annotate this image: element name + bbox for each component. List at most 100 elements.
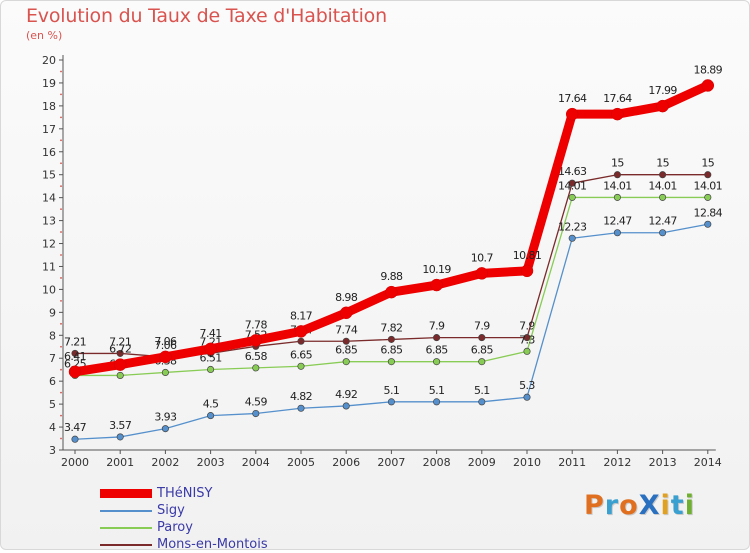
data-point-sigy [613,229,621,237]
data-point-th-nisy [565,107,579,121]
y-tick-label: 12 [42,238,56,251]
data-label-sigy: 4.59 [245,396,268,409]
data-point-mons-en-montois [433,334,441,342]
data-point-mons-en-montois [342,337,350,345]
data-point-paroy [387,358,395,366]
data-point-th-nisy [430,278,443,292]
data-point-mons-en-montois [71,349,79,357]
data-label-sigy: 3.57 [109,419,132,432]
data-label-th-nisy: 10.81 [513,249,542,262]
y-tick-label: 6 [49,375,56,388]
data-label-mons-en-montois: 7.74 [335,323,358,336]
data-label-mons-en-montois: 15 [656,157,669,170]
data-label-paroy: 6.51 [200,351,222,364]
y-tick-label: 8 [49,329,56,342]
data-label-paroy: 6.85 [471,344,494,357]
data-label-sigy: 4.82 [290,390,312,403]
y-tick-label: 5 [49,398,56,411]
data-label-mons-en-montois: 7.9 [474,320,490,333]
y-tick-label: 13 [42,215,56,228]
data-label-th-nisy: 17.64 [603,92,632,105]
data-label-th-nisy: 9.88 [380,270,403,283]
data-point-paroy [704,193,712,201]
data-label-sigy: 5.3 [519,379,535,392]
x-tick-label: 2011 [558,456,586,469]
y-tick-label: 11 [42,260,56,273]
legend-label-paroy: Paroy [157,520,193,535]
data-label-paroy: 14.01 [603,179,632,192]
legend-swatch-paroy [100,526,152,529]
data-point-sigy [207,412,215,420]
data-point-th-nisy [68,365,82,379]
data-point-th-nisy [249,334,263,347]
legend-label-sigy: Sigy [157,503,185,518]
x-tick-label: 2009 [468,456,496,469]
data-point-paroy [252,364,260,372]
y-tick-label: 14 [42,192,56,205]
data-point-paroy [297,362,305,370]
proxiti-logo: ProXiti [584,490,695,521]
legend-item-mons-en-montois: Mons-en-Montois [100,536,268,553]
data-point-th-nisy [294,325,308,338]
data-point-sigy [704,220,712,228]
x-tick-label: 2013 [649,456,677,469]
legend-label-th-nisy: THéNISY [157,486,213,501]
y-tick-label: 9 [49,306,56,319]
data-point-mons-en-montois [568,179,576,187]
y-minor-dot [60,116,62,119]
chart-title: Evolution du Taux de Taxe d'Habitation [26,5,387,27]
data-point-th-nisy [204,342,217,356]
y-minor-dot [60,185,62,188]
data-label-paroy: 14.01 [558,179,587,192]
legend-label-mons-en-montois: Mons-en-Montois [157,537,268,552]
data-point-th-nisy [701,79,715,92]
data-label-mons-en-montois: 15 [701,157,714,170]
data-point-sigy [342,402,350,410]
data-label-th-nisy: 8.17 [290,309,313,322]
data-label-sigy: 4.5 [203,398,219,411]
x-tick-label: 2002 [151,456,179,469]
y-tick-label: 16 [42,146,56,159]
data-point-sigy [433,398,441,406]
line-chart: 3 4 5 6 7 8 9 10 11 12 13 14 15 16 17 18 19 20 2000 2001 200… [42,54,723,469]
y-minor-dot [60,345,62,348]
x-tick-label: 2007 [377,456,405,469]
data-point-sigy [116,433,124,441]
data-point-th-nisy [159,350,172,364]
y-minor-dot [60,139,62,142]
data-label-th-nisy: 6.72 [109,343,131,356]
data-point-mons-en-montois [523,334,531,342]
y-minor-dot [60,254,62,256]
data-label-mons-en-montois: 15 [611,157,624,170]
data-label-sigy: 3.93 [154,411,177,424]
x-tick-label: 2003 [197,456,225,469]
y-minor-dot [60,93,62,96]
data-point-paroy [433,358,441,366]
data-point-th-nisy [113,358,127,371]
y-minor-dot [60,231,62,233]
data-label-mons-en-montois: 7.82 [380,321,402,334]
data-point-sigy [297,404,305,412]
data-label-mons-en-montois: 7.21 [109,335,131,348]
legend-item-paroy: Paroy [100,519,268,536]
data-label-th-nisy: 17.99 [648,84,677,97]
y-minor-dot [60,368,62,371]
data-label-sigy: 5.1 [474,384,490,397]
data-label-th-nisy: 17.64 [558,92,587,105]
y-minor-dot [60,391,62,394]
data-label-th-nisy: 18.89 [694,63,723,76]
data-point-paroy [478,358,486,366]
data-label-paroy: 6.85 [380,344,403,357]
data-label-th-nisy: 6.41 [64,350,86,363]
data-point-sigy [523,393,531,401]
data-point-th-nisy [656,99,669,113]
y-minor-dot [60,437,62,440]
data-point-mons-en-montois [387,335,395,343]
data-point-paroy [116,371,124,379]
data-point-th-nisy [339,306,353,320]
data-label-sigy: 12.84 [694,206,723,219]
data-point-paroy [659,193,667,201]
y-tick-label: 17 [42,123,56,136]
data-point-sigy [568,234,576,242]
